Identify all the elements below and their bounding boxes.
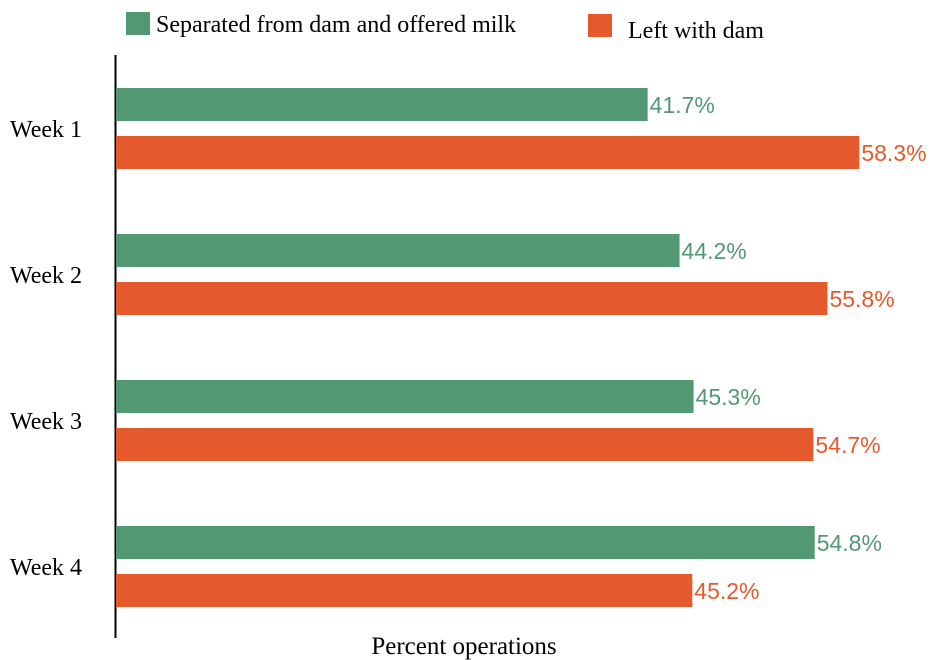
data-label-separated-week-1: 41.7% xyxy=(650,92,715,118)
legend-swatch-left-with-dam xyxy=(588,14,612,37)
bar-separated-week-3 xyxy=(116,380,694,413)
data-label-separated-week-4: 54.8% xyxy=(817,530,882,556)
legend-swatch-separated xyxy=(126,12,150,35)
bar-left-with-dam-week-3 xyxy=(116,428,814,461)
bars xyxy=(116,88,860,607)
legend-label-left-with-dam: Left with dam xyxy=(628,18,764,44)
data-label-left-with-dam-week-1: 58.3% xyxy=(861,140,926,166)
bar-left-with-dam-week-2 xyxy=(116,282,828,315)
data-label-left-with-dam-week-2: 55.8% xyxy=(829,286,894,312)
category-label-week-4: Week 4 xyxy=(10,555,82,581)
data-label-separated-week-3: 45.3% xyxy=(696,384,761,410)
legend-label-separated: Separated from dam and offered milk xyxy=(156,12,516,38)
data-label-separated-week-2: 44.2% xyxy=(682,238,747,264)
bar-left-with-dam-week-4 xyxy=(116,574,693,607)
bar-separated-week-4 xyxy=(116,526,815,559)
category-label-week-2: Week 2 xyxy=(10,263,82,289)
category-label-week-3: Week 3 xyxy=(10,409,82,435)
x-axis-label: Percent operations xyxy=(371,633,556,660)
bar-left-with-dam-week-1 xyxy=(116,136,860,169)
category-labels: Week 1 Week 2 Week 3 Week 4 xyxy=(10,117,82,581)
data-label-left-with-dam-week-3: 54.7% xyxy=(815,432,880,458)
category-label-week-1: Week 1 xyxy=(10,117,82,143)
bar-separated-week-1 xyxy=(116,88,648,121)
legend: Separated from dam and offered milk Left… xyxy=(126,12,764,44)
bar-separated-week-2 xyxy=(116,234,680,267)
data-labels: 41.7% 58.3% 44.2% 55.8% 45.3% 54.7% 54.8% 45.2% xyxy=(650,92,927,604)
data-label-left-with-dam-week-4: 45.2% xyxy=(694,578,759,604)
